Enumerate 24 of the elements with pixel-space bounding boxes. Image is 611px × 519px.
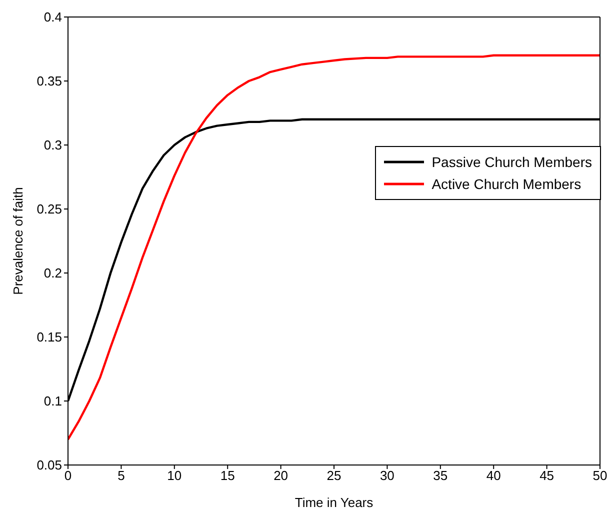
x-tick-label: 0: [64, 468, 72, 484]
y-tick-label: 0.05: [36, 458, 62, 473]
x-tick-label: 40: [486, 468, 501, 484]
x-tick-label: 45: [540, 468, 554, 484]
y-tick-label: 0.2: [44, 266, 62, 281]
x-tick-label: 25: [326, 468, 342, 484]
legend-label: Passive Church Members: [432, 153, 592, 172]
legend-label: Active Church Members: [432, 175, 582, 194]
x-tick-label: 30: [380, 468, 394, 484]
x-tick-label: 35: [433, 468, 448, 484]
x-tick-label: 50: [592, 468, 608, 484]
y-tick-label: 0.4: [44, 10, 62, 25]
y-tick-label: 0.35: [36, 74, 62, 89]
x-tick-label: 10: [167, 468, 182, 484]
y-axis-title: Prevalence of faith: [10, 187, 26, 295]
x-axis-title: Time in Years: [294, 495, 374, 510]
line-series: [68, 54, 600, 440]
y-tick-label: 0.3: [44, 138, 62, 153]
x-tick-label: 5: [118, 468, 125, 484]
x-tick-label: 15: [220, 468, 235, 484]
y-tick-label: 0.15: [36, 330, 62, 345]
x-tick-label: 20: [274, 468, 288, 484]
y-tick-label: 0.1: [44, 394, 62, 409]
y-tick-label: 0.25: [36, 202, 62, 217]
